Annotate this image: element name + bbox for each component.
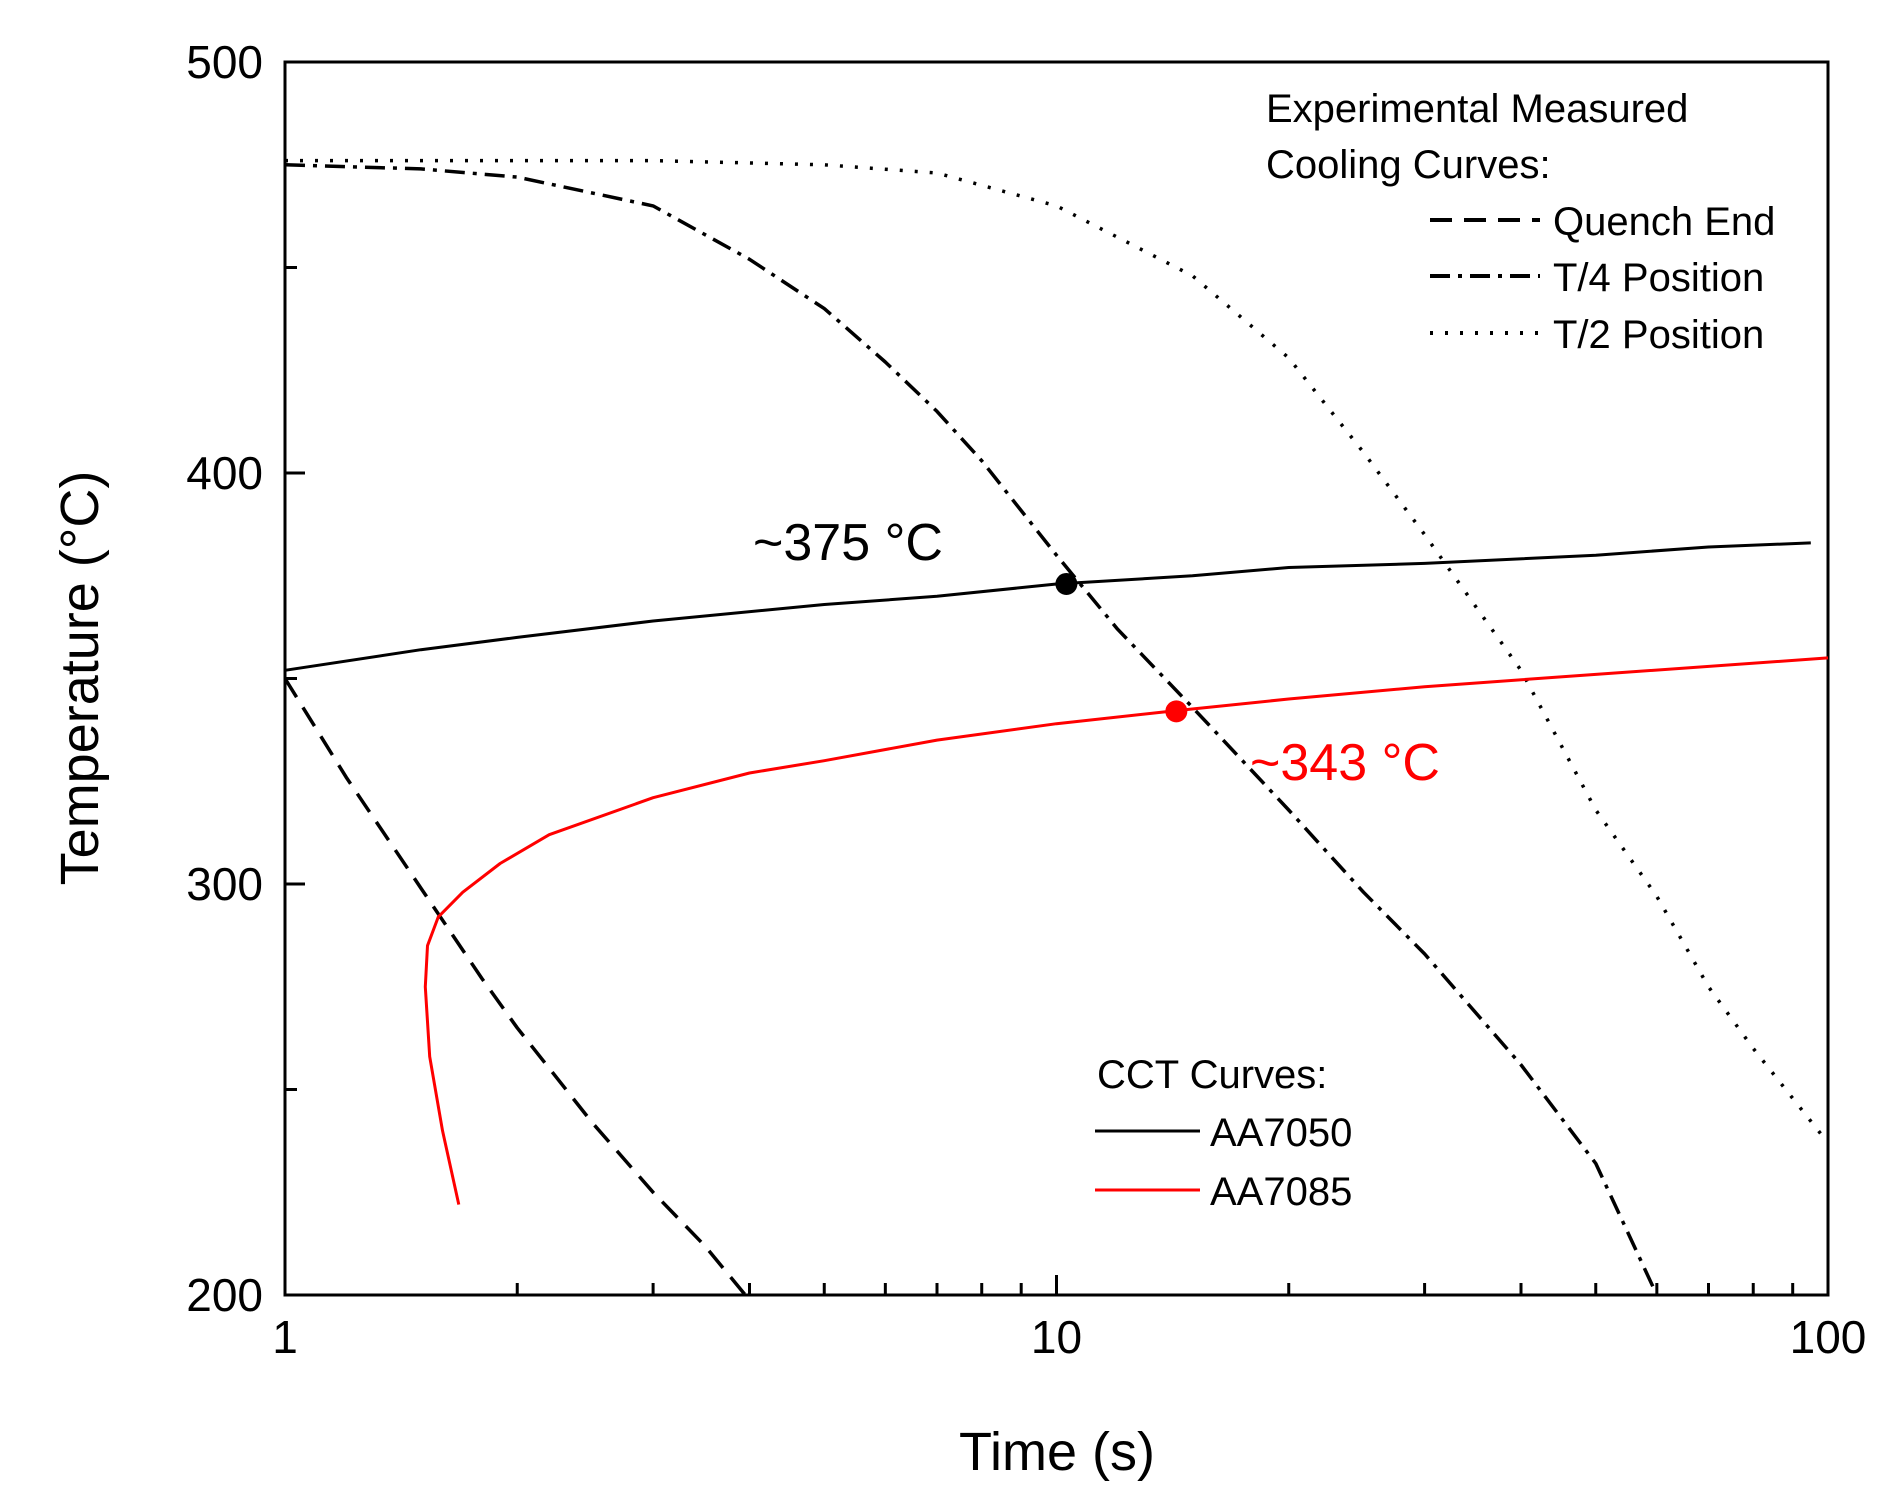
y-tick-label: 300 (186, 858, 263, 910)
legend-label-t4: T/4 Position (1553, 256, 1764, 300)
x-tick-label: 100 (1790, 1311, 1867, 1363)
legend-label-quench-end: Quench End (1553, 200, 1775, 244)
legend-label-t2: T/2 Position (1553, 313, 1764, 357)
y-tick-label: 400 (186, 447, 263, 499)
annotation-375: ~375 °C (753, 514, 943, 572)
y-tick-label: 500 (186, 36, 263, 88)
x-tick-label: 10 (1031, 1311, 1082, 1363)
series-line-t-2-position (285, 158, 1830, 1144)
intersection-marker-aa7085 (1165, 700, 1188, 723)
annotation-343: ~343 °C (1250, 734, 1440, 792)
legend-experimental: Experimental Measured Cooling Curves: Qu… (1266, 87, 1775, 357)
legend-label-aa7085: AA7085 (1210, 1170, 1352, 1214)
series-line-quench-end (283, 677, 747, 1297)
legend-experimental-title-1: Experimental Measured (1266, 87, 1688, 131)
x-tick-label: 1 (272, 1311, 298, 1363)
legend-label-aa7050: AA7050 (1210, 1111, 1352, 1155)
plot-frame (283, 60, 1830, 1297)
series-lines (283, 158, 1830, 1297)
series-line-t-4-position (284, 163, 1659, 1296)
legend-cct-title: CCT Curves: (1097, 1053, 1327, 1097)
series-line-aa7085 (423, 656, 1829, 1205)
y-tick-label: 200 (186, 1269, 263, 1321)
x-axis-title: Time (s) (959, 1422, 1155, 1482)
y-axis-title: Temperature (°C) (50, 471, 110, 886)
legend-cct: CCT Curves: AA7050 AA7085 (1095, 1053, 1352, 1214)
axis-ticks: 1 10 100 200 300 400 500 (186, 36, 1866, 1363)
intersection-marker-aa7050 (1055, 572, 1078, 595)
legend-experimental-title-2: Cooling Curves: (1266, 143, 1551, 187)
series-line-aa7050 (284, 541, 1811, 672)
